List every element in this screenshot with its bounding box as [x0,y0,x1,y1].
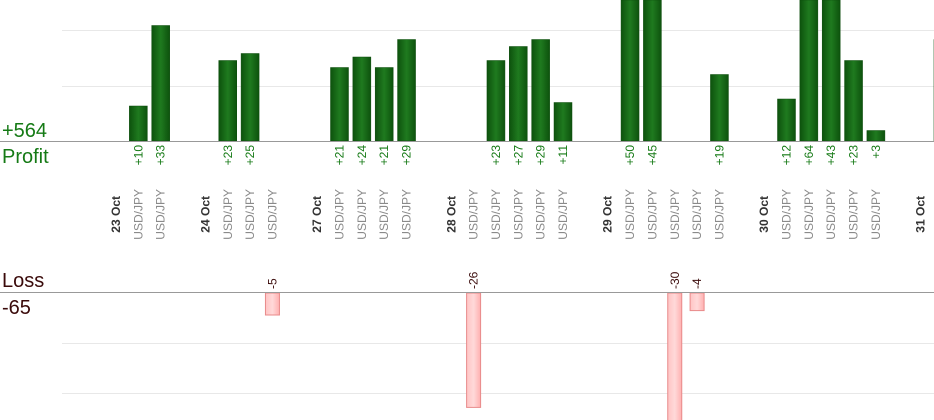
profit-value-label: +29 [400,145,414,166]
profit-bar [151,25,170,142]
profit-bar [620,0,640,142]
symbol-label: USD/JPY [265,189,279,240]
symbol-label: USD/JPY [780,189,794,240]
profit-value-label: +10 [131,145,145,166]
profit-value-label: +21 [377,145,391,166]
symbol-label: USD/JPY [690,189,704,240]
profit-value-label: +45 [645,145,659,166]
profit-bar [866,130,886,142]
symbol-label: USD/JPY [869,189,883,240]
profit-bar [844,60,863,142]
symbol-label: USD/JPY [847,189,861,240]
profit-bar [397,39,416,142]
grid-lines [62,30,934,394]
profit-value-label: +11 [556,145,570,165]
loss-total: -65 [2,297,31,319]
symbol-label: USD/JPY [534,189,548,240]
date-label: 27 Oct [310,196,324,233]
profit-value-label: +21 [333,145,347,166]
symbol-label: USD/JPY [221,189,235,240]
loss-bar [667,292,683,420]
symbol-label: USD/JPY [802,189,816,240]
symbol-label: USD/JPY [489,189,503,240]
symbol-label: USD/JPY [556,189,570,240]
profit-total: +564 [2,120,47,142]
date-label: 23 Oct [109,196,123,233]
profit-bar [374,67,394,142]
symbol-label: USD/JPY [511,189,525,240]
profit-value-label: +33 [154,145,168,166]
profit-value-label: +43 [824,145,838,166]
profit-value-label: +27 [511,145,525,166]
bar-labels: 23 Oct USD/JPY +10 USD/JPY +33 24 Oct USD/JPY +… [109,145,928,289]
profit-value-label: +25 [243,145,257,166]
profit-bar [330,67,349,142]
profit-value-label: +23 [847,145,861,166]
date-label: 24 Oct [198,196,212,233]
profit-bar [553,102,573,142]
date-label: 30 Oct [757,196,771,233]
profit-value-label: +24 [355,145,369,166]
profit-bar [509,46,528,142]
symbol-label: USD/JPY [333,189,347,240]
profit-value-label: +64 [802,145,816,166]
profit-bar [486,60,506,142]
profit-bar [240,53,260,142]
profit-value-label: +12 [780,145,794,166]
profit-bar [129,105,148,142]
symbol-label: USD/JPY [824,189,838,240]
loss-value-label: -30 [668,271,682,289]
symbol-label: USD/JPY [668,189,682,240]
profit-bars [129,0,934,142]
date-label: 28 Oct [444,196,458,233]
loss-label: Loss [2,270,44,292]
profit-bar [799,0,819,142]
profit-bar [531,39,550,142]
profit-value-label: +29 [534,145,548,166]
profit-bar [352,56,372,142]
loss-bars [264,292,705,420]
symbol-label: USD/JPY [712,189,726,240]
symbol-label: USD/JPY [623,189,637,240]
profit-value-label: +50 [623,145,637,166]
loss-bar [264,292,280,316]
symbol-label: USD/JPY [467,189,481,240]
symbol-label: USD/JPY [243,189,257,240]
loss-value-label: -26 [467,271,481,289]
loss-bar [466,292,482,408]
loss-bar [689,292,705,312]
loss-value-label: -4 [690,278,704,289]
symbol-label: USD/JPY [355,189,369,240]
profit-bar [643,0,662,142]
profit-bar [218,60,237,142]
date-label: 29 Oct [601,196,615,233]
symbol-label: USD/JPY [131,189,145,240]
profit-bar [710,74,729,142]
profit-bar [821,0,841,142]
profit-value-label: +19 [712,145,726,166]
profit-bar [777,98,796,142]
profit-value-label: +23 [221,145,235,166]
symbol-label: USD/JPY [377,189,391,240]
profit-label: Profit [2,146,49,168]
date-label: 31 Oct [914,196,928,233]
symbol-label: USD/JPY [400,189,414,240]
profit-value-label: +3 [869,145,883,159]
symbol-label: USD/JPY [645,189,659,240]
profit-value-label: +23 [489,145,503,166]
symbol-label: USD/JPY [154,189,168,240]
loss-value-label: -5 [265,278,279,289]
